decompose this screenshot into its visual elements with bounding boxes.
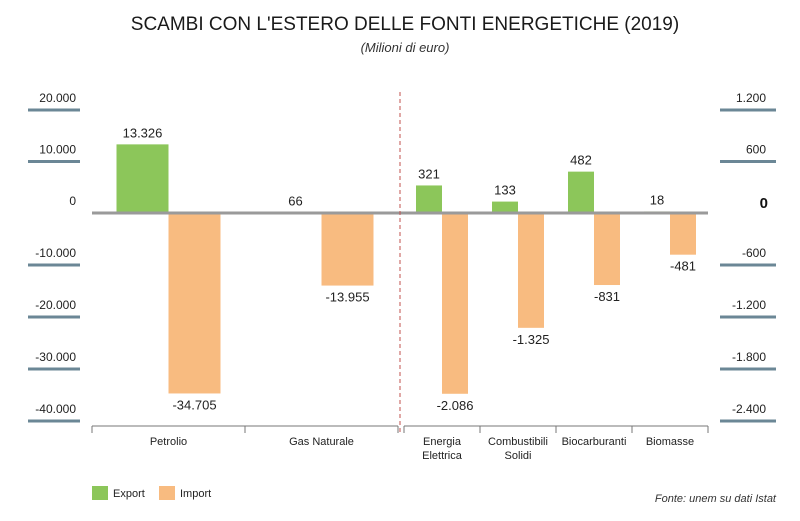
right-tick-label: -2.400: [732, 402, 766, 416]
value-label-export: 18: [650, 192, 664, 207]
value-label-import: -1.325: [513, 332, 550, 347]
left-tick-label: 20.000: [39, 91, 76, 105]
category-label: Biocarburanti: [562, 436, 627, 448]
chart-title: SCAMBI CON L'ESTERO DELLE FONTI ENERGETI…: [131, 14, 679, 35]
right-tick-line: [720, 263, 776, 267]
right-tick-line: [720, 367, 776, 371]
left-tick-label: -40.000: [35, 402, 76, 416]
bar-export: [492, 201, 518, 213]
bars-group: [92, 144, 708, 394]
bar-import: [321, 213, 374, 286]
value-label-import: -13.955: [325, 290, 369, 305]
legend-import-label: Import: [180, 488, 211, 500]
left-tick-label: -20.000: [35, 298, 76, 312]
bar-import: [670, 213, 696, 255]
bar-import: [594, 213, 620, 286]
right-y-axis: 1.200 600 0 -600 -1.200 -1.800 -2.400: [720, 91, 776, 423]
bar-export: [568, 171, 594, 213]
left-tick-line: [28, 108, 80, 112]
left-tick-line: [28, 419, 80, 423]
value-label-export: 13.326: [123, 125, 163, 140]
bar-import: [442, 213, 468, 394]
bar-export: [416, 185, 442, 213]
category-label: Elettrica: [422, 450, 463, 462]
right-tick-label: 0: [760, 195, 768, 212]
left-tick-line: [28, 263, 80, 267]
value-label-export: 66: [288, 194, 302, 209]
left-y-axis: 20.000 10.000 0 -10.000 -20.000 -30.000 -40.00…: [28, 91, 80, 423]
category-label: Biomasse: [646, 436, 694, 448]
left-tick-label: 0: [69, 194, 76, 208]
category-label: Energia: [423, 436, 462, 448]
source-note: Fonte: unem su dati Istat: [655, 493, 777, 505]
right-tick-label: -600: [742, 246, 766, 260]
value-label-import: -2.086: [437, 398, 474, 413]
value-label-export: 133: [494, 183, 516, 198]
value-label-import: -34.705: [172, 397, 216, 412]
category-axis: Petrolio Gas Naturale Energia Elettrica Comb…: [91, 425, 709, 462]
right-tick-line: [720, 315, 776, 319]
category-label: Gas Naturale: [289, 436, 354, 448]
legend: Export Import: [92, 486, 211, 500]
left-tick-line: [28, 160, 80, 163]
left-tick-label: -30.000: [35, 350, 76, 364]
right-tick-label: -1.800: [732, 350, 766, 364]
value-label-export: 482: [570, 153, 592, 168]
value-label-import: -831: [594, 289, 620, 304]
left-tick-line: [28, 367, 80, 371]
right-tick-line: [720, 419, 776, 423]
legend-export-swatch: [92, 486, 108, 500]
right-tick-label: 1.200: [736, 91, 766, 105]
right-tick-label: 600: [746, 143, 766, 157]
left-tick-label: 10.000: [39, 143, 76, 157]
left-tick-label: -10.000: [35, 246, 76, 260]
category-label: Petrolio: [150, 436, 187, 448]
right-tick-line: [720, 108, 776, 112]
legend-export-label: Export: [113, 488, 145, 500]
bar-export: [116, 144, 169, 213]
right-tick-label: -1.200: [732, 298, 766, 312]
right-tick-line: [720, 160, 776, 163]
value-labels-group: 13.326 66 -34.705 -13.955 321 133 482 18 -2.086 -…: [123, 125, 696, 412]
value-label-export: 321: [418, 166, 440, 181]
category-label: Solidi: [505, 450, 532, 462]
bar-import: [168, 213, 221, 394]
bar-import: [518, 213, 544, 328]
chart-subtitle: (Milioni di euro): [361, 40, 450, 55]
legend-import-swatch: [159, 486, 175, 500]
value-label-import: -481: [670, 259, 696, 274]
category-label: Combustibili: [488, 436, 548, 448]
left-tick-line: [28, 315, 80, 319]
